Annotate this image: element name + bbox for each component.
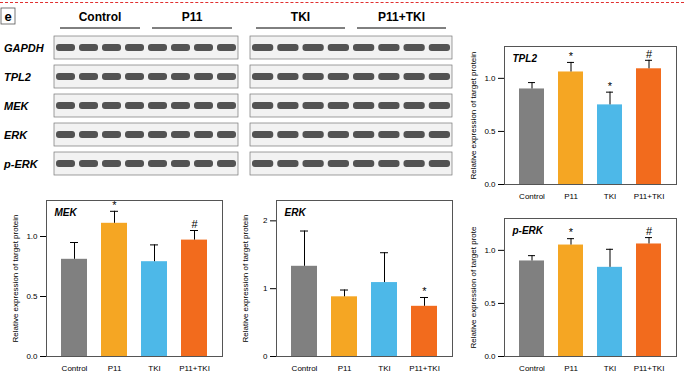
svg-text:GAPDH: GAPDH [4, 42, 45, 54]
svg-text:TKI: TKI [378, 364, 390, 373]
svg-text:*: * [422, 285, 427, 297]
svg-text:P11: P11 [564, 192, 578, 201]
svg-text:P11: P11 [564, 364, 578, 373]
svg-text:P11: P11 [182, 10, 203, 24]
svg-text:0.5: 0.5 [26, 292, 38, 301]
svg-text:TKI: TKI [148, 364, 160, 373]
svg-text:Control: Control [79, 10, 122, 24]
svg-text:P11+TKI: P11+TKI [378, 10, 425, 24]
svg-text:P11+TKI: P11+TKI [634, 364, 665, 373]
svg-text:P11+TKI: P11+TKI [634, 192, 665, 201]
svg-text:0: 0 [263, 352, 268, 361]
svg-text:0.5: 0.5 [484, 127, 496, 136]
svg-text:1.0: 1.0 [484, 246, 496, 255]
svg-text:#: # [646, 225, 653, 237]
svg-text:TPL2: TPL2 [4, 71, 31, 83]
svg-text:TKI: TKI [604, 364, 616, 373]
svg-text:*: * [569, 50, 574, 62]
svg-text:0.0: 0.0 [26, 352, 38, 361]
svg-text:ERK: ERK [285, 207, 307, 218]
svg-text:0.5: 0.5 [484, 299, 496, 308]
svg-text:TKI: TKI [291, 10, 310, 24]
svg-text:*: * [608, 80, 613, 92]
svg-text:Relative expression of target: Relative expression of target protein [469, 51, 478, 179]
svg-text:TKI: TKI [604, 192, 616, 201]
svg-text:0.0: 0.0 [484, 352, 496, 361]
svg-text:1.0: 1.0 [26, 232, 38, 241]
svg-text:2: 2 [263, 216, 268, 225]
svg-text:MEK: MEK [55, 207, 78, 218]
svg-text:1.0: 1.0 [484, 74, 496, 83]
svg-text:ERK: ERK [4, 129, 28, 141]
svg-text:1: 1 [263, 284, 268, 293]
svg-text:P11+TKI: P11+TKI [179, 364, 210, 373]
svg-text:Relative expression of target: Relative expression of target protein [11, 214, 20, 342]
svg-text:#: # [191, 218, 198, 230]
svg-text:Control: Control [62, 364, 88, 373]
svg-text:Control: Control [519, 364, 545, 373]
svg-text:#: # [646, 48, 653, 60]
svg-text:Control: Control [519, 192, 545, 201]
svg-text:TPL2: TPL2 [513, 53, 538, 64]
svg-text:p-ERK: p-ERK [512, 225, 544, 236]
svg-text:0.0: 0.0 [484, 180, 496, 189]
svg-text:P11: P11 [108, 364, 122, 373]
svg-text:P11+TKI: P11+TKI [409, 364, 440, 373]
svg-text:Relative expression of target: Relative expression of target prote [469, 226, 478, 348]
svg-text:e: e [4, 9, 11, 24]
svg-text:*: * [569, 226, 574, 238]
svg-text:MEK: MEK [4, 100, 30, 112]
svg-text:Relative expression of target: Relative expression of target protein [241, 214, 250, 342]
svg-text:P11: P11 [338, 364, 352, 373]
svg-text:p-ERK: p-ERK [3, 158, 39, 170]
svg-text:Control: Control [292, 364, 318, 373]
